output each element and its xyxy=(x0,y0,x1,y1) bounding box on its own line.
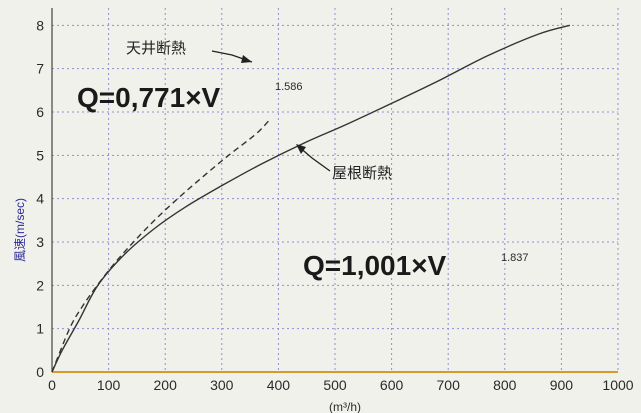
x-tick-label: 400 xyxy=(267,377,291,393)
formula-roof: Q=1,001×V 1.837 xyxy=(303,250,529,281)
x-tick-label: 100 xyxy=(97,377,121,393)
series-label-ceiling: 天井断熱 xyxy=(126,39,186,57)
y-tick-label: 6 xyxy=(36,104,44,120)
formula-ceiling-base: Q=0,771×V xyxy=(77,82,221,113)
series-line-roof xyxy=(51,24,571,373)
formula-roof-base: Q=1,001×V xyxy=(303,250,447,281)
grid xyxy=(52,8,619,372)
formula-ceiling-exponent: 1.586 xyxy=(275,81,303,93)
x-tick-label: 900 xyxy=(550,377,574,393)
y-tick-label: 7 xyxy=(36,61,44,77)
annotation-roof: 屋根断熱 xyxy=(296,144,392,182)
formula-roof-exponent: 1.837 xyxy=(501,252,529,264)
x-tick-label: 500 xyxy=(323,377,347,393)
x-tick-label: 200 xyxy=(154,377,178,393)
x-tick-label: 1000 xyxy=(602,377,633,393)
x-tick-label: 600 xyxy=(380,377,404,393)
x-tick-label: 700 xyxy=(437,377,461,393)
y-tick-label: 1 xyxy=(36,321,44,337)
x-tick-label: 0 xyxy=(48,377,56,393)
arrow-head-icon xyxy=(241,55,252,63)
y-tick-label: 2 xyxy=(36,277,44,293)
y-tick-label: 5 xyxy=(36,147,44,163)
formula-ceiling: Q=0,771×V 1.586 xyxy=(77,81,303,113)
y-tick-label: 8 xyxy=(36,17,44,33)
annotation-ceiling: 天井断熱 xyxy=(126,39,253,63)
x-axis-label: (m³/h) xyxy=(329,400,361,413)
y-tick-label: 3 xyxy=(36,234,44,250)
series-lines xyxy=(51,24,571,373)
x-tick-label: 800 xyxy=(493,377,517,393)
axes xyxy=(51,8,618,373)
arrow-head-icon xyxy=(296,144,306,154)
y-tick-label: 0 xyxy=(36,364,44,380)
tick-labels: 0 100 200 300 400 500 600 700 800 900 1000 0 1 2 3 4 5 6 7… xyxy=(36,17,634,393)
y-axis-label: 風速(m/sec) xyxy=(13,198,27,262)
y-tick-label: 4 xyxy=(36,191,44,207)
series-label-roof: 屋根断熱 xyxy=(332,164,392,182)
x-tick-label: 300 xyxy=(210,377,234,393)
